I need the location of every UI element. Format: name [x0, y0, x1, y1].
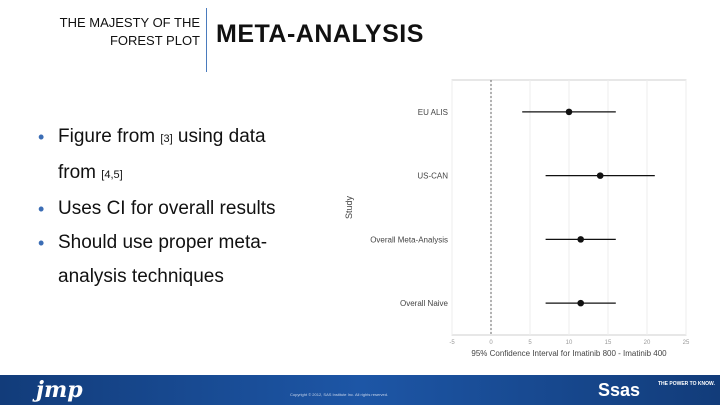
x-tick-label: 0	[489, 340, 493, 346]
study-label: EU ALIS	[418, 108, 448, 117]
x-tick-label: 25	[683, 340, 690, 346]
bullet-list: Figure from [3] using data from [4,5] Us…	[38, 120, 338, 294]
x-tick-label: 5	[528, 340, 532, 346]
study-label: US-CAN	[417, 172, 448, 181]
sas-tagline: THE POWER TO KNOW.	[658, 381, 715, 387]
x-axis-label: 95% Confidence Interval for Imatinib 800…	[471, 349, 667, 358]
citation: [3]	[160, 133, 173, 145]
x-tick-label: -5	[449, 340, 455, 346]
x-tick-label: 15	[605, 340, 612, 346]
bullet-item-ci: Uses CI for overall results	[38, 192, 338, 226]
bullet-text: analysis techniques	[58, 266, 224, 287]
x-tick-label: 20	[644, 340, 651, 346]
citation: [4,5]	[101, 169, 123, 181]
footer-bar: jmp Copyright © 2012, SAS Institute Inc.…	[0, 375, 720, 405]
subtitle-line-1: THE MAJESTY OF THE	[59, 15, 200, 30]
estimate-point	[577, 236, 584, 243]
bullet-item-figure-source: Figure from [3] using data from [4,5]	[38, 120, 338, 192]
copyright-text: Copyright © 2012, SAS Institute Inc. All…	[290, 392, 389, 397]
sas-logo: Ssas	[598, 380, 641, 400]
slide-title: META-ANALYSIS	[216, 20, 424, 48]
bullet-item-techniques: Should use proper meta- analysis techniq…	[38, 226, 338, 294]
bullet-text: from	[58, 162, 102, 183]
bullet-text: using data	[172, 126, 266, 147]
header-divider	[206, 8, 207, 72]
forest-plot: EU ALIS US-CAN Overall Meta-Analysis Overal…	[340, 70, 700, 370]
y-axis-label: Study	[344, 195, 354, 219]
estimate-point	[565, 108, 573, 116]
bullet-text: Should use proper meta-	[58, 232, 268, 253]
jmp-logo: jmp	[36, 377, 83, 403]
subtitle-line-2: FOREST PLOT	[109, 33, 200, 48]
x-tick-label: 10	[566, 340, 573, 346]
bullet-text: Figure from	[58, 126, 161, 147]
study-label: Overall Meta-Analysis	[370, 235, 448, 244]
estimate-point	[577, 299, 584, 307]
bullet-text: Uses CI for overall results	[58, 198, 276, 219]
forest-plot-svg: EU ALIS US-CAN Overall Meta-Analysis Overal…	[344, 79, 690, 358]
study-label: Overall Naive	[400, 299, 449, 308]
header-subtitle: THE MAJESTY OF THE FOREST PLOT	[60, 14, 200, 50]
estimate-point	[596, 172, 604, 179]
